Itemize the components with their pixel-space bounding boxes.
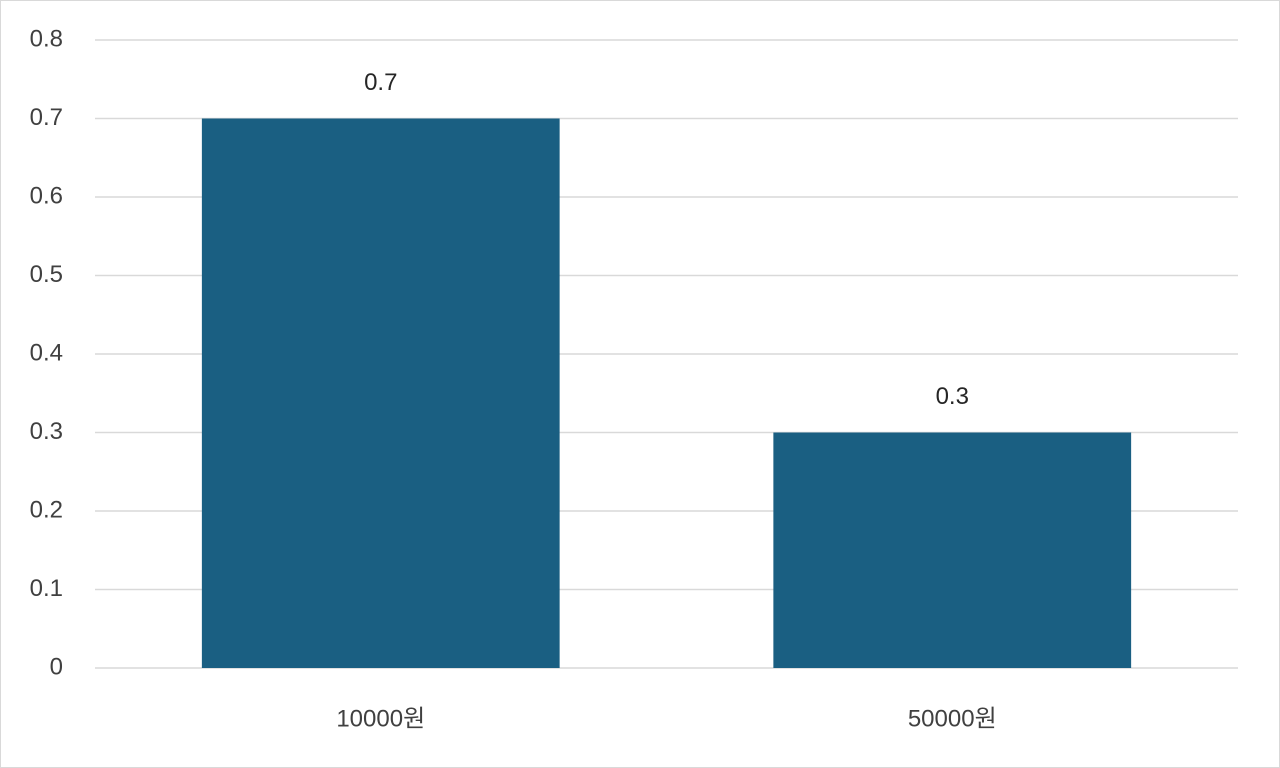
bar <box>773 432 1132 668</box>
y-tick-label: 0.1 <box>30 575 63 602</box>
data-label: 0.3 <box>936 383 969 410</box>
y-tick-label: 0.6 <box>30 182 63 209</box>
y-tick-label: 0.4 <box>30 339 63 366</box>
y-tick-label: 0.2 <box>30 496 63 523</box>
y-tick-label: 0.7 <box>30 104 63 131</box>
x-tick-label: 10000원 <box>336 705 425 732</box>
y-tick-label: 0.3 <box>30 418 63 445</box>
data-label: 0.7 <box>364 69 397 96</box>
y-tick-label: 0.8 <box>30 25 63 52</box>
bar <box>201 118 560 668</box>
y-tick-label: 0.5 <box>30 261 63 288</box>
x-tick-label: 50000원 <box>908 705 997 732</box>
y-tick-label: 0 <box>50 653 63 680</box>
